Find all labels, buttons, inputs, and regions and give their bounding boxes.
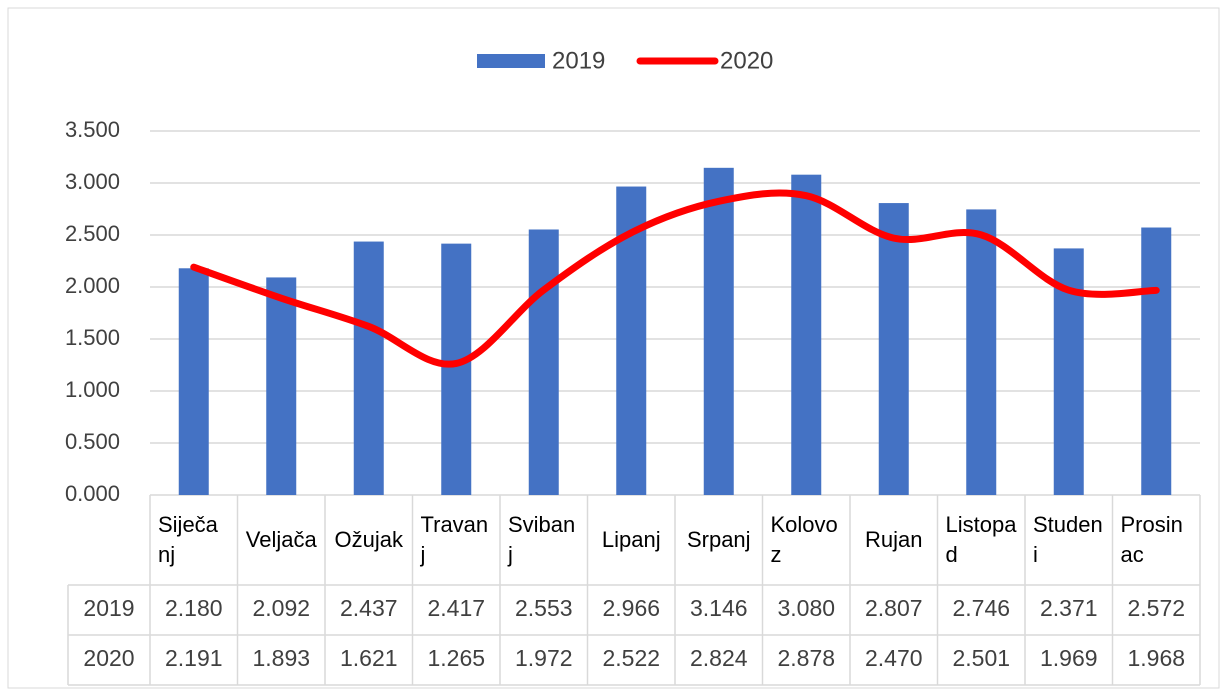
y-tick-label: 2.000 <box>65 273 120 298</box>
legend-swatch <box>477 54 545 68</box>
category-label: Listopad <box>945 512 1017 567</box>
table-value: 1.893 <box>252 645 310 671</box>
table-value: 2.191 <box>165 645 223 671</box>
line <box>190 189 1160 368</box>
y-tick-label: 3.000 <box>65 169 120 194</box>
category-label: Ožujak <box>334 527 403 552</box>
y-tick-label: 0.500 <box>65 429 120 454</box>
category-label: Studeni <box>1033 512 1103 567</box>
legend-label: 2019 <box>552 47 605 74</box>
bar <box>791 174 822 495</box>
y-tick-label: 3.500 <box>65 117 120 142</box>
category-label: Kolovoz <box>770 512 838 567</box>
table-value: 2.878 <box>777 645 835 671</box>
table-value: 2.746 <box>952 595 1010 621</box>
bar <box>178 268 209 495</box>
table-value: 1.972 <box>515 645 573 671</box>
bar <box>353 241 384 495</box>
table-value: 1.968 <box>1127 645 1185 671</box>
category-label: Travanj <box>420 512 489 567</box>
table-value: 2.522 <box>602 645 660 671</box>
bar <box>441 243 472 495</box>
table-value: 1.265 <box>427 645 485 671</box>
y-tick-label: 0.000 <box>65 481 120 506</box>
table-value: 3.080 <box>777 595 835 621</box>
table-value: 3.146 <box>690 595 748 621</box>
table-value: 2.092 <box>252 595 310 621</box>
table-value: 2.371 <box>1040 595 1098 621</box>
category-label: Veljača <box>245 527 317 552</box>
chart-border <box>7 7 1220 689</box>
table-value: 2.807 <box>865 595 923 621</box>
table-value: 2.824 <box>690 645 748 671</box>
category-label: Rujan <box>865 527 923 552</box>
y-tick-label: 1.500 <box>65 325 120 350</box>
table-value: 2.501 <box>952 645 1010 671</box>
table-value: 2.417 <box>427 595 485 621</box>
bar <box>878 203 909 495</box>
y-tick-label: 2.500 <box>65 221 120 246</box>
table-value: 2.180 <box>165 595 223 621</box>
table-series-name: 2020 <box>83 645 134 671</box>
bar <box>966 209 997 495</box>
category-label: Svibanj <box>508 512 576 567</box>
category-label: Lipanj <box>601 527 661 552</box>
category-label: Siječanj <box>158 512 218 567</box>
table-value: 1.621 <box>340 645 398 671</box>
bar <box>266 277 297 495</box>
bar <box>703 167 734 496</box>
category-label: Prosinac <box>1120 512 1183 567</box>
y-tick-label: 1.000 <box>65 377 120 402</box>
legend-label: 2020 <box>720 47 773 74</box>
bar <box>528 229 559 495</box>
table-series-name: 2019 <box>83 595 134 621</box>
table-value: 2.966 <box>602 595 660 621</box>
table-value: 2.572 <box>1127 595 1185 621</box>
table-value: 2.553 <box>515 595 573 621</box>
table-value: 2.470 <box>865 645 923 671</box>
category-label: Srpanj <box>686 527 751 552</box>
bar <box>1141 227 1172 495</box>
table-value: 1.969 <box>1040 645 1098 671</box>
table-value: 2.437 <box>340 595 398 621</box>
